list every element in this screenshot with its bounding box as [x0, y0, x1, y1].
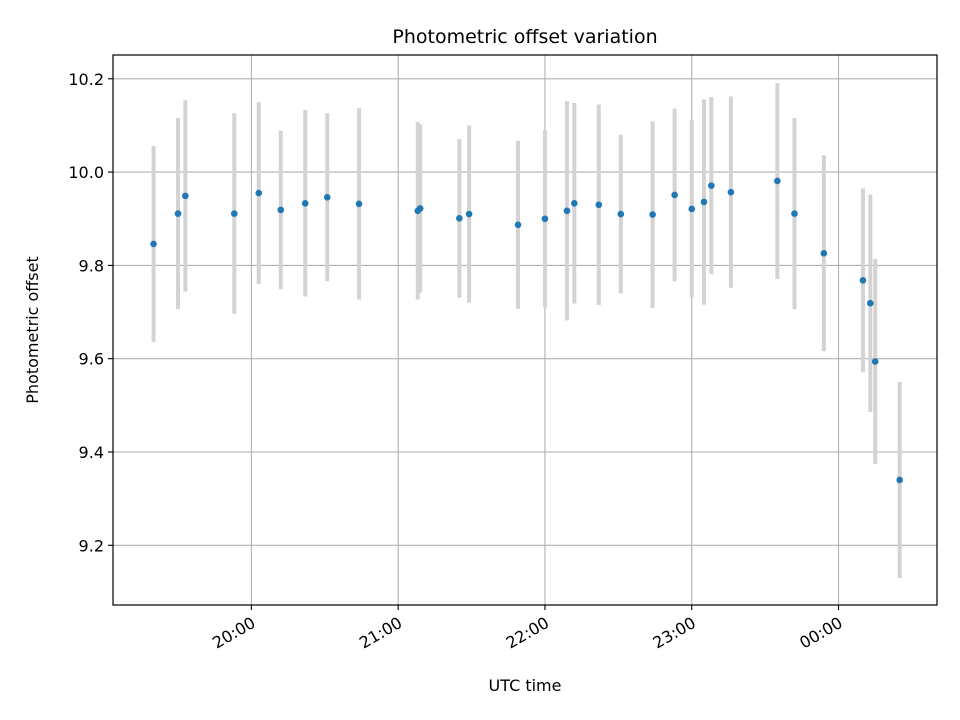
data-point: [416, 205, 424, 212]
y-axis-ticks: 9.2 9.4 9.6 9.8 10.0 10.2: [68, 70, 113, 555]
data-point: [791, 210, 798, 217]
data-point: [820, 249, 828, 257]
data-point: [150, 240, 157, 248]
data-point: [617, 210, 625, 218]
y-tick-label: 10.2: [68, 70, 104, 89]
y-tick-label: 9.8: [79, 256, 104, 275]
x-axis-label: UTC time: [489, 676, 562, 695]
data-point: [595, 201, 603, 209]
data-point: [859, 277, 867, 284]
data-point: [671, 191, 678, 199]
data-point: [700, 198, 708, 206]
data-point: [708, 182, 715, 189]
data-point: [514, 221, 522, 229]
data-point: [230, 210, 238, 217]
data-point: [688, 205, 696, 213]
data-point: [174, 210, 182, 217]
data-point: [727, 188, 735, 196]
data-point: [182, 192, 189, 200]
data-point: [465, 210, 473, 218]
data-point: [541, 215, 549, 223]
y-tick-label: 9.6: [79, 350, 104, 369]
data-point: [563, 207, 571, 215]
data-point: [774, 177, 781, 185]
data-point: [456, 214, 463, 222]
data-point: [896, 476, 903, 484]
data-point: [277, 206, 285, 214]
y-tick-label: 9.4: [79, 443, 104, 462]
chart-title: Photometric offset variation: [392, 26, 657, 48]
data-point: [871, 358, 879, 365]
y-tick-label: 9.2: [79, 536, 104, 555]
data-point: [571, 200, 578, 207]
data-point: [649, 211, 656, 218]
y-axis-label: Photometric offset: [23, 256, 42, 404]
data-point: [301, 200, 309, 207]
data-point: [867, 299, 874, 307]
data-points: [150, 177, 903, 484]
data-point: [355, 200, 363, 208]
data-point: [255, 189, 263, 197]
data-point: [323, 193, 331, 201]
y-tick-label: 10.0: [68, 163, 104, 182]
plot-frame: [112, 54, 938, 606]
